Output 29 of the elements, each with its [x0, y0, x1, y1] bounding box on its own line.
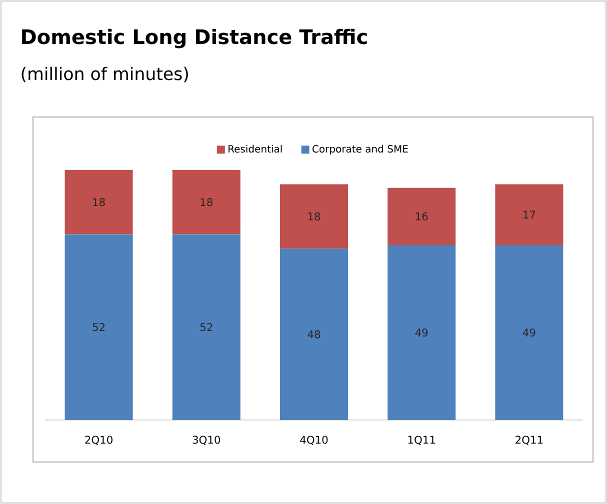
legend-label: Corporate and SME: [312, 144, 408, 155]
data-label: 52: [92, 323, 105, 332]
data-label: 18: [200, 198, 212, 206]
chart-title: Domestic Long Distance Traffic: [22, 28, 367, 48]
bar: [64, 170, 133, 234]
bar: [388, 188, 456, 245]
data-label: 18: [93, 198, 105, 206]
bar: [495, 184, 564, 245]
data-label: 18: [308, 212, 320, 220]
x-tick-label: 4Q10: [300, 436, 328, 446]
data-label: 16: [416, 212, 428, 220]
chart-subtitle: (million of minutes): [22, 66, 188, 82]
bar: [172, 170, 240, 234]
bar: [495, 245, 564, 420]
x-tick-label: 3Q10: [192, 436, 220, 446]
x-tick-label: 1Q11: [408, 436, 435, 446]
legend-label: Residential: [228, 144, 282, 153]
data-label: 48: [308, 330, 320, 338]
bar: [172, 234, 240, 420]
bar: [64, 234, 133, 420]
bar: [280, 184, 348, 249]
bar: [280, 248, 348, 420]
x-tick-label: 2Q11: [516, 436, 543, 446]
data-label: 52: [200, 323, 212, 332]
data-label: 49: [415, 328, 428, 337]
bar: [388, 245, 456, 420]
data-label: 17: [524, 210, 536, 219]
data-label: 49: [522, 328, 536, 337]
x-tick-label: 2Q10: [85, 436, 112, 446]
